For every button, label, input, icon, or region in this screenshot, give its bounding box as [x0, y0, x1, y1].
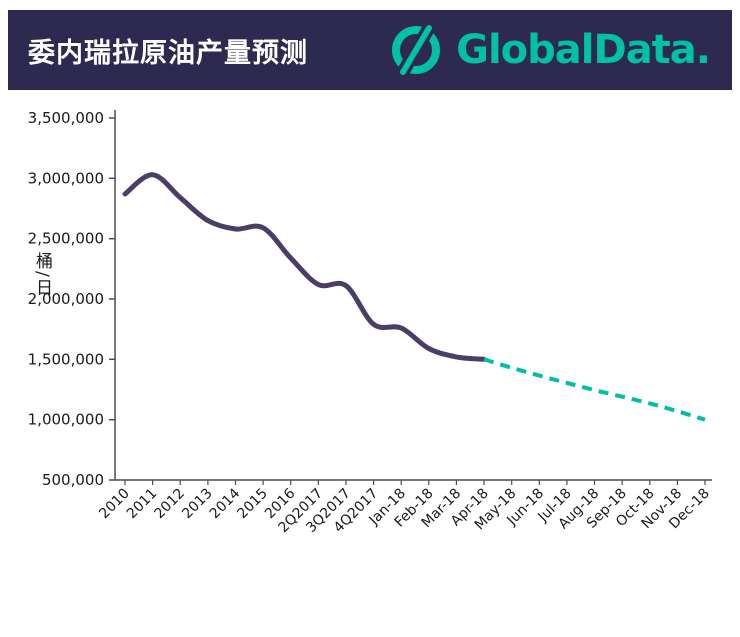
y-axis-title: 桶/日 [32, 252, 52, 298]
y-tick-label: 500,000 [42, 471, 104, 489]
y-tick-label: 3,000,000 [28, 169, 104, 187]
y-tick-label: 3,500,000 [28, 109, 104, 127]
y-tick-label: 2,500,000 [28, 230, 104, 248]
brand-wordmark: GlobalData. [456, 27, 711, 73]
x-tick-label: 2011 [124, 486, 161, 523]
y-tick-label: 2,000,000 [28, 290, 104, 308]
y-tick-label: 1,500,000 [28, 350, 104, 368]
globaldata-logo-icon [392, 24, 441, 76]
x-tick-label: 2012 [152, 486, 189, 523]
forecast-production-line [483, 357, 706, 422]
y-tick-label: 1,000,000 [28, 411, 104, 429]
x-tick-label: 2013 [179, 486, 216, 523]
actual-production-line [122, 172, 487, 362]
header-banner: 委内瑞拉原油产量预测 GlobalData. [8, 10, 732, 90]
chart-area: 桶/日 500,000 1,000,000 1,500,000 2,000,000 2,… [0, 90, 740, 627]
page-title: 委内瑞拉原油产量预测 [28, 37, 308, 69]
x-tick-label: 2010 [96, 486, 133, 523]
x-tick-label: 2015 [234, 486, 271, 523]
x-tick-label: 2014 [207, 485, 244, 522]
brand-logo: GlobalData. [388, 22, 711, 78]
production-line-chart: 500,000 1,000,000 1,500,000 2,000,000 2,500,… [28, 109, 713, 536]
